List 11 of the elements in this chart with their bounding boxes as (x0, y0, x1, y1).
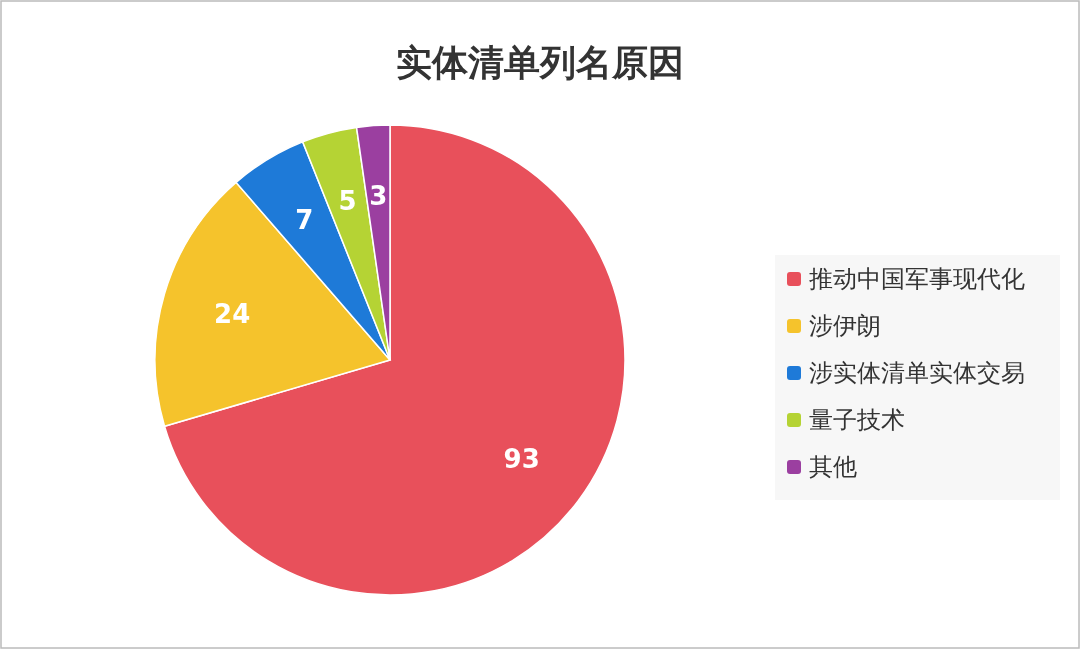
chart-title: 实体清单列名原因 (396, 42, 684, 83)
legend-label: 涉伊朗 (809, 312, 881, 341)
data-label: 93 (503, 443, 540, 474)
data-label: 7 (295, 204, 314, 235)
legend-label: 涉实体清单实体交易 (809, 359, 1025, 388)
data-label: 24 (214, 298, 251, 329)
data-label: 3 (369, 181, 388, 212)
legend-label: 其他 (809, 453, 857, 482)
legend-label: 推动中国军事现代化 (809, 265, 1025, 294)
data-label: 5 (338, 186, 357, 217)
legend-label: 量子技术 (809, 406, 905, 435)
